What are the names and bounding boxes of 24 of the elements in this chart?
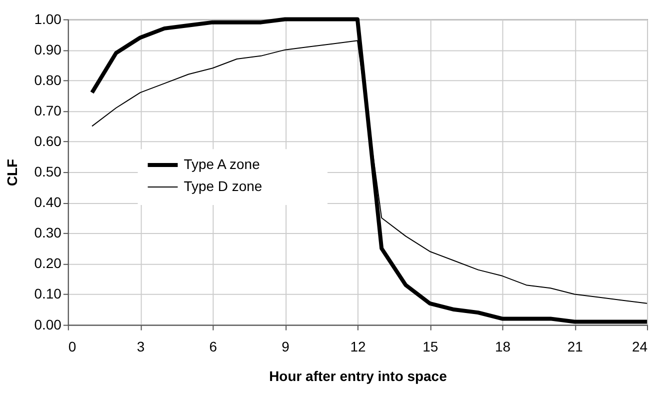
legend-label: Type A zone xyxy=(184,156,260,172)
y-tick-label: 0.70 xyxy=(34,102,62,118)
x-tick-label: 24 xyxy=(632,338,648,354)
x-tick-label: 18 xyxy=(494,338,511,354)
x-tick-label: 3 xyxy=(136,338,145,354)
x-tick-label: 6 xyxy=(209,338,218,354)
x-axis-title: Hour after entry into space xyxy=(269,368,448,384)
x-tick-label: 12 xyxy=(350,338,366,354)
legend-label: Type D zone xyxy=(184,178,262,194)
y-tick-label: 0.60 xyxy=(34,132,62,149)
y-tick-label: 0.50 xyxy=(34,164,62,180)
x-tick-label: 9 xyxy=(282,338,290,354)
y-tick-label: 0.80 xyxy=(34,72,62,88)
x-tick-label: 21 xyxy=(567,338,584,354)
x-tick-label: 0 xyxy=(68,338,76,354)
y-tick-label: 1.00 xyxy=(34,10,62,27)
y-tick-label: 0.90 xyxy=(34,41,62,58)
y-tick-label: 0.10 xyxy=(34,286,62,302)
y-tick-label: 0.20 xyxy=(34,255,62,272)
y-tick-label: 0.40 xyxy=(34,194,62,210)
y-tick-label: 0.30 xyxy=(34,224,62,241)
y-tick-label: 0.00 xyxy=(34,316,62,332)
y-axis-title: CLF xyxy=(4,158,20,186)
x-tick-label: 15 xyxy=(422,338,438,354)
